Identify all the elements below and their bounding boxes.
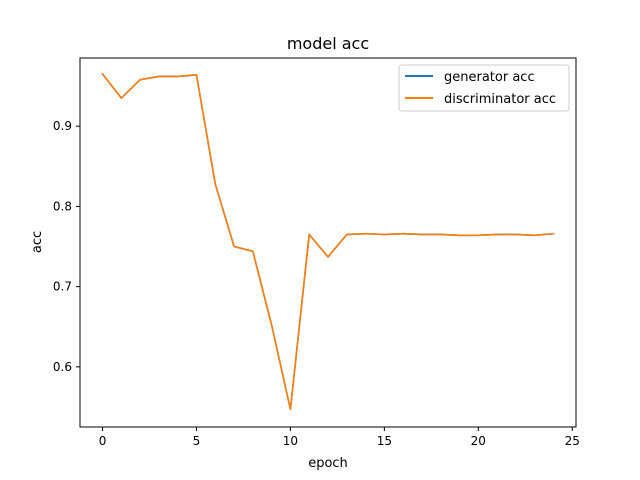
plot-frame <box>79 57 577 428</box>
y-axis-label: acc <box>30 231 45 253</box>
x-tick-label: 20 <box>471 434 486 448</box>
series-layer <box>101 72 555 411</box>
x-axis: 0 5 10 15 20 25 <box>99 427 580 448</box>
y-tick-label: 0.8 <box>53 199 72 213</box>
x-tick-label: 15 <box>377 434 392 448</box>
y-tick-label: 0.7 <box>53 280 72 294</box>
legend-label-generator: generator acc <box>444 70 535 85</box>
legend-box <box>398 64 570 112</box>
x-tick-label: 25 <box>565 434 580 448</box>
series-line-discriminator <box>101 72 555 411</box>
y-axis: 0.6 0.7 0.8 0.9 <box>53 119 80 374</box>
x-axis-label: epoch <box>308 456 348 471</box>
y-tick-label: 0.9 <box>53 119 72 133</box>
y-tick-label: 0.6 <box>53 360 72 374</box>
legend: generator acc discriminator acc <box>398 64 570 112</box>
x-tick-label: 10 <box>283 434 298 448</box>
legend-label-discriminator: discriminator acc <box>444 92 556 107</box>
x-tick-label: 0 <box>99 434 107 448</box>
x-tick-label: 5 <box>193 434 201 448</box>
chart-title: model acc <box>287 34 369 53</box>
